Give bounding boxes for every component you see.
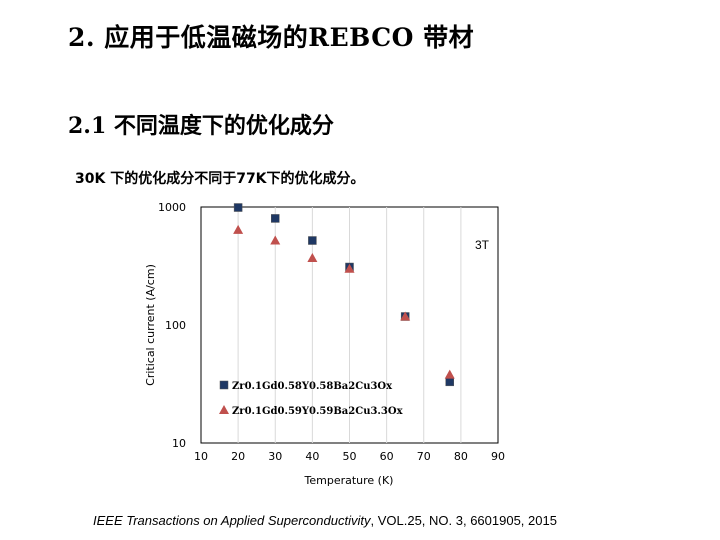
- square-data-point: [445, 377, 454, 387]
- x-tick-label: 50: [343, 450, 357, 463]
- legend-triangle-marker: [219, 405, 229, 414]
- legend-label: Zr0.1Gd0.58Y0.58Ba2Cu3Ox: [232, 381, 393, 392]
- x-tick-label: 60: [380, 450, 394, 463]
- legend-square-marker: [219, 380, 229, 390]
- y-tick-label: 10: [172, 437, 186, 450]
- x-tick-label: 40: [305, 450, 319, 463]
- chart-svg: 10 20 30 40 50 60 70 80 90 10 100 1000 Zr0.1Gd0.58Y…: [144, 201, 505, 487]
- x-tick-label: 10: [194, 450, 208, 463]
- legend: Zr0.1Gd0.58Y0.58Ba2Cu3Ox Zr0.1Gd0.59Y0.59…: [219, 380, 404, 417]
- field-annotation: 3T: [475, 238, 490, 252]
- square-data-point: [271, 214, 280, 223]
- citation-details: , VOL.25, NO. 3, 6601905, 2015: [370, 513, 557, 528]
- x-axis-label: Temperature (K): [304, 474, 394, 487]
- grid: [237, 207, 462, 443]
- tick-labels: 10 20 30 40 50 60 70 80 90 10 100 1000: [158, 201, 505, 463]
- x-tick-label: 20: [231, 450, 245, 463]
- legend-label: Zr0.1Gd0.59Y0.59Ba2Cu3.3Ox: [232, 406, 404, 417]
- x-tick-label: 90: [491, 450, 505, 463]
- citation: IEEE Transactions on Applied Superconduc…: [93, 513, 557, 528]
- data-points: [233, 203, 455, 387]
- y-axis-label: Critical current (A/cm): [144, 264, 157, 386]
- citation-journal: IEEE Transactions on Applied Superconduc…: [93, 513, 371, 528]
- section-subtitle: 2.1 不同温度下的优化成分: [68, 113, 334, 139]
- triangle-data-point: [344, 263, 355, 273]
- y-tick-label: 1000: [158, 201, 186, 214]
- x-tick-label: 30: [268, 450, 282, 463]
- square-data-point: [308, 236, 317, 245]
- x-tick-label: 70: [417, 450, 431, 463]
- critical-current-chart: 10 20 30 40 50 60 70 80 90 10 100 1000 Zr0.1Gd0.58Y…: [130, 195, 530, 495]
- triangle-data-point: [444, 369, 455, 379]
- y-tick-label: 100: [165, 319, 186, 332]
- triangle-data-point: [270, 235, 281, 245]
- x-tick-label: 80: [454, 450, 468, 463]
- triangle-data-point: [307, 252, 318, 262]
- square-data-point: [233, 203, 243, 212]
- triangle-data-point: [400, 311, 411, 321]
- slide-title: 2. 应用于低温磁场的REBCO 带材: [68, 23, 475, 52]
- slide-description: 30K 下的优化成分不同于77K下的优化成分。: [75, 171, 365, 187]
- triangle-data-point: [233, 224, 244, 234]
